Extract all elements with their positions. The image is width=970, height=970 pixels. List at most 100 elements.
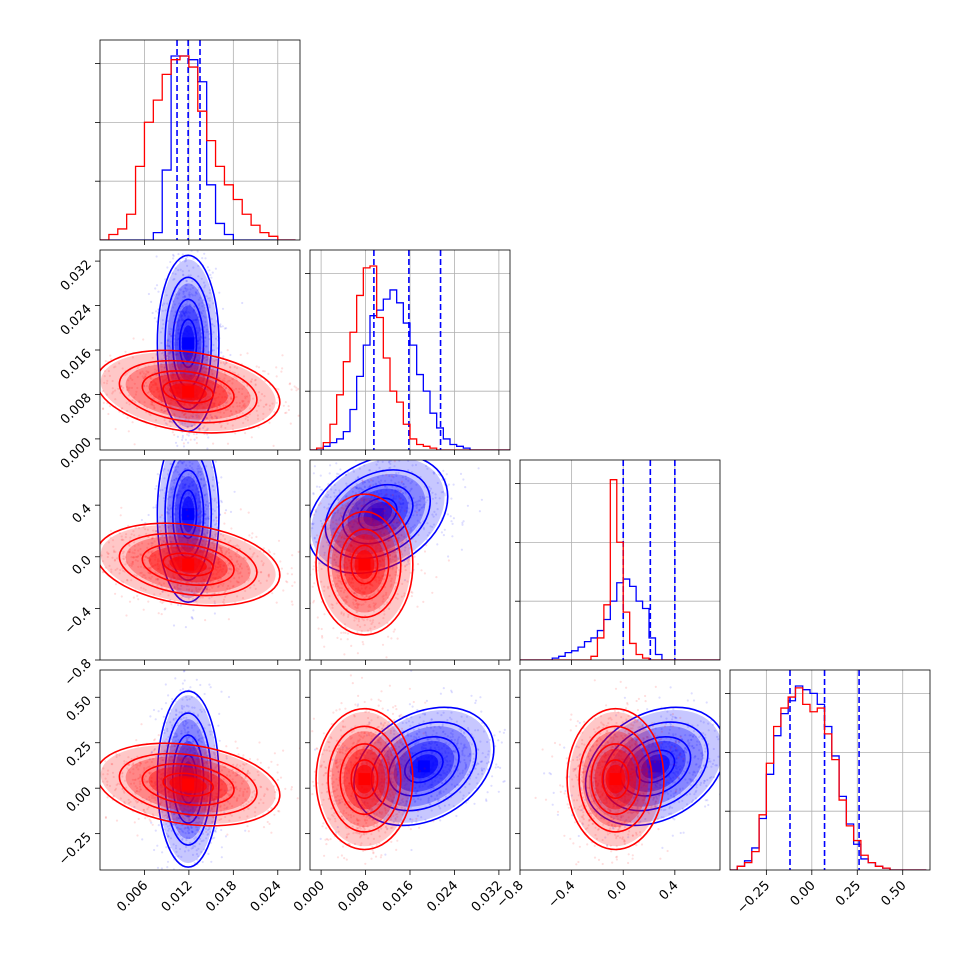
scatter-point xyxy=(349,544,353,547)
scatter-point xyxy=(192,257,195,260)
scatter-point xyxy=(356,575,359,578)
scatter-point xyxy=(378,466,381,469)
scatter-point xyxy=(330,546,333,549)
scatter-point xyxy=(191,497,194,501)
scatter-point xyxy=(204,336,207,339)
scatter-point xyxy=(214,391,217,394)
scatter-point xyxy=(182,290,185,293)
scatter-point xyxy=(340,525,343,529)
scatter-point xyxy=(168,540,171,543)
scatter-point xyxy=(381,511,384,514)
scatter-point xyxy=(195,546,198,550)
scatter-point xyxy=(137,527,141,530)
scatter-point xyxy=(114,427,117,431)
scatter-point xyxy=(131,560,134,564)
scatter-point xyxy=(149,380,152,384)
scatter-point xyxy=(382,514,385,517)
scatter-point xyxy=(214,564,217,567)
scatter-point xyxy=(360,487,363,490)
scatter-point xyxy=(227,572,230,575)
scatter-point xyxy=(155,382,158,385)
scatter-point xyxy=(154,377,157,380)
scatter-point xyxy=(363,509,366,512)
scatter-point xyxy=(189,464,192,467)
scatter-point xyxy=(419,499,422,503)
scatter-point xyxy=(169,347,172,350)
scatter-point xyxy=(130,386,134,389)
scatter-point xyxy=(205,358,208,362)
scatter-point xyxy=(357,506,360,509)
scatter-point xyxy=(358,590,362,593)
scatter-point xyxy=(244,589,247,593)
scatter-point xyxy=(154,556,157,559)
scatter-point xyxy=(150,544,153,547)
scatter-point xyxy=(210,235,212,237)
scatter-point xyxy=(187,486,190,489)
scatter-point xyxy=(229,510,233,513)
scatter-point xyxy=(346,578,350,582)
scatter-point xyxy=(249,407,252,410)
scatter-point xyxy=(193,403,196,407)
scatter-point xyxy=(176,589,179,592)
scatter-point xyxy=(315,485,319,488)
scatter-point xyxy=(361,591,364,594)
scatter-point xyxy=(191,425,194,428)
scatter-point xyxy=(249,547,252,550)
scatter-point xyxy=(201,385,204,388)
scatter-point xyxy=(169,546,172,549)
scatter-point xyxy=(157,396,160,399)
scatter-point xyxy=(216,385,219,388)
scatter-point xyxy=(208,401,211,404)
scatter-point xyxy=(195,314,198,317)
scatter-point xyxy=(145,556,148,559)
scatter-point xyxy=(425,464,428,468)
scatter-point xyxy=(177,493,180,496)
scatter-point xyxy=(186,547,189,550)
scatter-point xyxy=(198,403,201,406)
scatter-point xyxy=(146,557,149,560)
scatter-point xyxy=(170,549,173,552)
scatter-point xyxy=(247,511,250,514)
scatter-point xyxy=(394,489,397,492)
scatter-point xyxy=(389,519,392,522)
scatter-point xyxy=(235,379,238,382)
scatter-point xyxy=(236,550,239,553)
scatter-point xyxy=(185,365,188,368)
scatter-point xyxy=(207,350,211,353)
scatter-point xyxy=(212,519,215,522)
scatter-point xyxy=(154,571,157,574)
scatter-point xyxy=(204,371,207,374)
scatter-point xyxy=(217,557,220,561)
scatter-point xyxy=(177,332,180,335)
scatter-point xyxy=(176,321,179,324)
scatter-point xyxy=(228,561,231,565)
scatter-point xyxy=(413,501,416,504)
scatter-point xyxy=(213,497,216,500)
scatter-point xyxy=(432,471,435,474)
scatter-point xyxy=(214,546,217,549)
scatter-point xyxy=(229,397,232,400)
scatter-point xyxy=(449,515,452,518)
scatter-point xyxy=(437,473,440,476)
scatter-point xyxy=(397,481,400,484)
scatter-point xyxy=(331,528,335,531)
scatter-point xyxy=(139,565,143,568)
scatter-point xyxy=(171,421,174,424)
scatter-point xyxy=(434,493,437,496)
scatter-point xyxy=(397,557,400,560)
scatter-point xyxy=(189,404,192,407)
scatter-point xyxy=(188,416,191,419)
scatter-point xyxy=(184,257,187,261)
scatter-point xyxy=(205,555,208,558)
scatter-point xyxy=(180,539,184,542)
scatter-point xyxy=(357,475,360,478)
scatter-point xyxy=(179,402,182,405)
scatter-point xyxy=(215,397,218,400)
scatter-point xyxy=(205,381,208,384)
scatter-point xyxy=(183,295,186,298)
scatter-point xyxy=(265,579,268,582)
scatter-point xyxy=(383,532,386,535)
scatter-point xyxy=(405,454,407,456)
scatter-point xyxy=(143,405,146,408)
scatter-point xyxy=(177,366,181,370)
